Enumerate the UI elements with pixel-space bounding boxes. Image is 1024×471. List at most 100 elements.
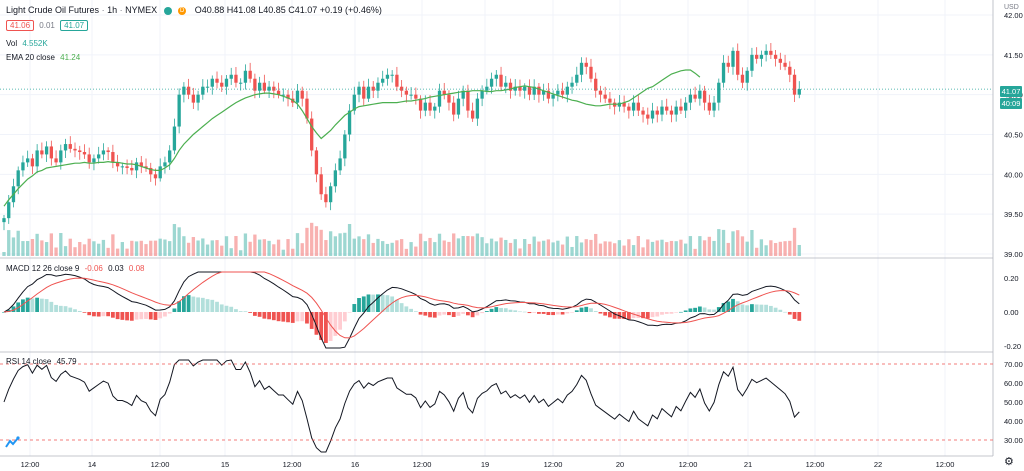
time-tick-label: 12:00	[21, 460, 40, 469]
macd-histogram-bar	[513, 310, 518, 312]
candle-body	[717, 82, 721, 103]
macd-histogram-bar	[660, 312, 664, 315]
volume-bar	[641, 247, 645, 256]
volume-bar	[82, 244, 87, 256]
macd-histogram-bar	[399, 303, 404, 312]
symbol-header[interactable]: Light Crude Oil Futures · 1h · NYMEX D O…	[6, 5, 382, 15]
volume-bar	[409, 242, 413, 256]
rsi-legend[interactable]: RSI 14 close 45.79	[6, 357, 77, 366]
volume-legend[interactable]: Vol 4.552K	[6, 39, 48, 48]
macd-histogram-bar	[129, 312, 134, 321]
candle-body	[63, 144, 68, 151]
volume-bar	[428, 237, 432, 256]
candle-body	[546, 90, 551, 99]
candle-body	[362, 86, 366, 99]
volume-bar	[281, 249, 285, 256]
candle-body	[97, 154, 101, 159]
volume-bar	[16, 230, 20, 256]
candle-body	[111, 152, 115, 163]
candle-body	[158, 166, 162, 179]
candle-body	[461, 90, 465, 99]
macd-histogram-bar	[191, 296, 196, 312]
macd-histogram-bar	[579, 307, 584, 312]
candle-body	[773, 54, 778, 59]
volume-bar	[541, 240, 546, 256]
rsi-value: 45.79	[56, 357, 77, 366]
candle-body	[428, 102, 432, 111]
settings-gear-icon[interactable]: ⚙	[1004, 456, 1014, 468]
macd-histogram-bar	[712, 309, 716, 312]
volume-bar	[229, 248, 233, 256]
macd-histogram-bar	[352, 304, 357, 312]
volume-bar	[556, 240, 560, 256]
volume-bar	[385, 243, 390, 256]
price-tick-label: 41.50	[1004, 51, 1023, 60]
candle-body	[693, 94, 697, 99]
ema-legend[interactable]: EMA 20 close 41.24	[6, 53, 80, 62]
volume-bar	[612, 243, 617, 256]
volume-bars	[2, 222, 801, 256]
macd-histogram-bar	[570, 312, 574, 313]
price-tick-label: 39.00	[1004, 250, 1023, 259]
macd-legend[interactable]: MACD 12 26 close 9 -0.06 0.03 0.08	[6, 264, 144, 273]
candle-body	[669, 110, 674, 115]
macd-histogram-bar	[252, 312, 257, 316]
volume-bar	[508, 242, 513, 256]
candle-body	[7, 202, 11, 219]
symbol-name[interactable]: Light Crude Oil Futures	[6, 5, 100, 15]
candle-body	[253, 78, 257, 91]
volume-bar	[783, 241, 787, 256]
macd-histogram-bar	[612, 312, 617, 319]
volume-bar	[390, 242, 394, 256]
macd-histogram-bar	[589, 308, 593, 312]
candle-body	[797, 89, 801, 95]
macd-histogram-bar	[489, 308, 494, 312]
price-tick-label: 39.50	[1004, 210, 1023, 219]
macd-histogram-bar	[347, 312, 352, 313]
volume-bar	[357, 236, 361, 256]
candle-body	[40, 150, 44, 155]
volume-bar	[627, 239, 631, 256]
candle-body	[243, 70, 248, 83]
volume-bar	[433, 242, 437, 256]
candle-body	[106, 150, 110, 153]
market-status-icon	[163, 6, 172, 15]
ask-box[interactable]: 41.07	[60, 20, 89, 31]
macd-histogram-bar	[281, 312, 286, 322]
macd-histogram-bar	[759, 304, 764, 312]
volume-bar	[584, 239, 588, 256]
bid-box[interactable]: 41.06	[6, 20, 35, 31]
macd-histogram-bar	[428, 312, 432, 318]
candle-body	[153, 174, 158, 179]
volume-bar	[314, 226, 319, 256]
candle-body	[68, 144, 72, 149]
macd-histogram-bar	[324, 312, 328, 343]
macd-histogram-bar	[470, 312, 475, 318]
volume-bar	[617, 240, 622, 256]
macd-histogram-bar	[735, 301, 740, 312]
candle-body	[513, 86, 517, 91]
candle-body	[494, 74, 498, 79]
macd-histogram-bar	[125, 312, 129, 321]
candle-body	[470, 110, 475, 119]
rsi-tick-label: 40.00	[1004, 417, 1023, 426]
macd-histogram-bar	[371, 294, 376, 312]
macd-histogram-bar	[641, 312, 645, 319]
volume-bar	[144, 244, 148, 256]
volume-bar	[399, 239, 404, 256]
rsi-tick-label: 30.00	[1004, 436, 1023, 445]
volume-bar	[215, 240, 219, 256]
candle-body	[300, 90, 304, 99]
macd-histogram-bar	[584, 306, 589, 312]
volume-bar	[489, 238, 494, 256]
macd-value-1: -0.06	[84, 264, 103, 273]
interval[interactable]: 1h	[107, 5, 118, 15]
volume-bar	[196, 240, 200, 256]
tradingview-logo-icon[interactable]	[5, 435, 21, 448]
macd-histogram-bar	[73, 309, 77, 312]
volume-bar	[461, 236, 465, 256]
macd-histogram-bar	[163, 312, 167, 317]
macd-histogram-bar	[44, 299, 49, 312]
volume-bar	[631, 245, 636, 256]
volume-bar	[92, 241, 96, 256]
